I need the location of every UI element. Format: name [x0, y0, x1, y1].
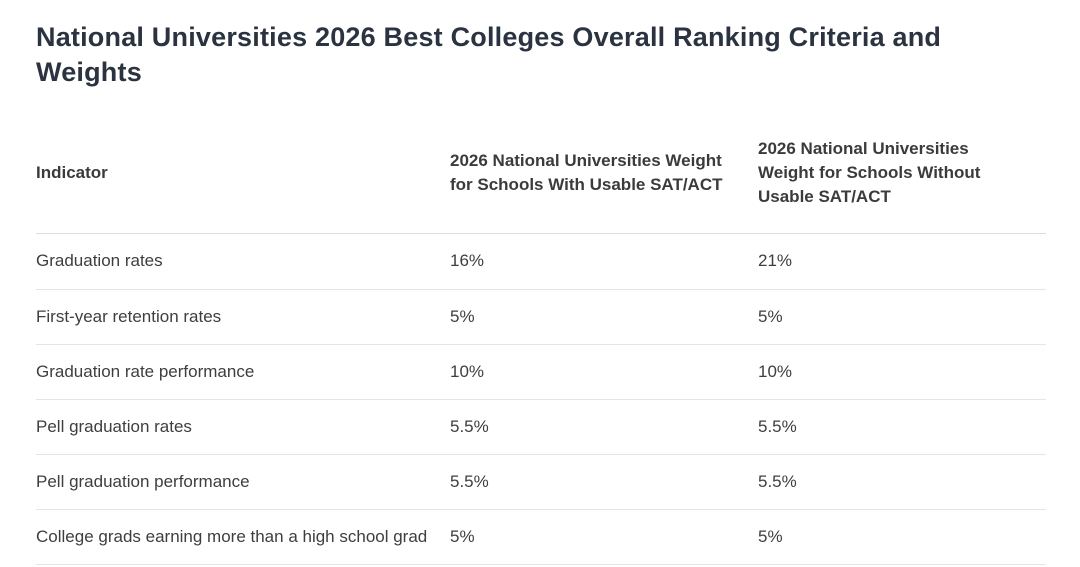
table-header-row: Indicator 2026 National Universities Wei…: [36, 113, 1046, 235]
weight-with-cell: 10%: [450, 344, 758, 400]
column-header-indicator: Indicator: [36, 113, 450, 235]
indicator-cell: Graduation rate performance: [36, 344, 450, 400]
weight-with-cell: 5.5%: [450, 399, 758, 455]
indicator-cell: College grads earning more than a high s…: [36, 509, 450, 566]
weight-without-cell: 5%: [758, 289, 1046, 345]
indicator-cell: Graduation rates: [36, 233, 450, 290]
page-title: National Universities 2026 Best Colleges…: [36, 22, 942, 87]
column-header-weight-without-sat-act: 2026 National Universities Weight for Sc…: [758, 113, 1046, 235]
table-row: Graduation rate performance 10% 10%: [36, 344, 1046, 400]
table-row: Pell graduation rates 5.5% 5.5%: [36, 399, 1046, 455]
column-header-weight-with-sat-act: 2026 National Universities Weight for Sc…: [450, 113, 758, 235]
table-row: Graduation rates 16% 21%: [36, 233, 1046, 290]
ranking-criteria-table: Indicator 2026 National Universities Wei…: [36, 113, 1046, 566]
weight-without-cell: 5.5%: [758, 399, 1046, 455]
weight-with-cell: 16%: [450, 233, 758, 290]
indicator-cell: Pell graduation rates: [36, 399, 450, 455]
weight-without-cell: 21%: [758, 233, 1046, 290]
table-row: Pell graduation performance 5.5% 5.5%: [36, 454, 1046, 510]
weight-without-cell: 5.5%: [758, 454, 1046, 510]
table-row: College grads earning more than a high s…: [36, 509, 1046, 566]
weight-without-cell: 10%: [758, 344, 1046, 400]
indicator-cell: Pell graduation performance: [36, 454, 450, 510]
table-row: First-year retention rates 5% 5%: [36, 289, 1046, 345]
weight-with-cell: 5%: [450, 289, 758, 345]
weight-with-cell: 5%: [450, 509, 758, 566]
weight-without-cell: 5%: [758, 509, 1046, 566]
indicator-cell: First-year retention rates: [36, 289, 450, 345]
weight-with-cell: 5.5%: [450, 454, 758, 510]
